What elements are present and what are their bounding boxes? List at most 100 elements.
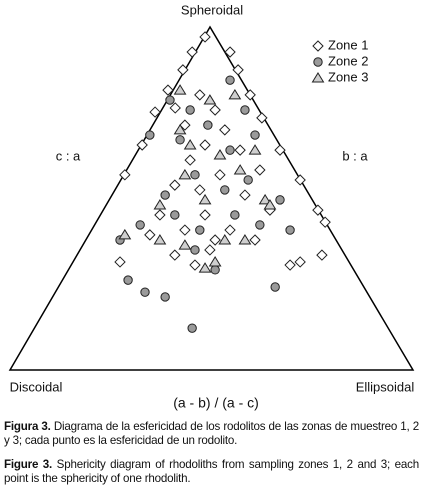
diamond-point — [316, 249, 328, 261]
diamond-point — [114, 256, 126, 268]
circle-point — [230, 210, 240, 220]
triangle-point — [118, 228, 132, 240]
triangle-point — [218, 234, 232, 245]
circle-point — [190, 245, 200, 255]
triangle-point — [173, 123, 187, 135]
circle-point — [275, 195, 285, 205]
diamond-point — [189, 259, 201, 271]
diamond-point — [179, 119, 191, 131]
left-label: c : a — [56, 148, 81, 163]
diamond-point — [312, 40, 324, 52]
circle-point — [243, 175, 253, 185]
diamond-point — [119, 169, 131, 181]
circle-point — [285, 225, 295, 235]
triangle-point — [153, 234, 167, 245]
diamond-point — [209, 234, 221, 246]
circle-point — [240, 105, 250, 115]
triangle-point — [153, 199, 167, 210]
diamond-point — [294, 256, 306, 268]
diamond-point — [169, 249, 181, 261]
triangle-point — [183, 139, 197, 150]
circle-point — [187, 323, 197, 333]
diamond-point — [179, 224, 191, 236]
circle-point — [165, 95, 175, 105]
diamond-point — [254, 164, 266, 176]
triangle-point — [233, 164, 247, 175]
triangle-point — [263, 199, 277, 210]
triangle-point — [258, 193, 272, 205]
right-label: b : a — [342, 148, 368, 163]
triangle-point — [248, 144, 262, 155]
diamond-point — [169, 179, 181, 191]
triangle-point — [228, 88, 242, 100]
circle-point — [123, 275, 133, 285]
diamond-point — [284, 259, 296, 271]
triangle-frame — [8, 25, 415, 371]
circle-point — [225, 145, 235, 155]
caption-label: Figure 3. — [4, 458, 53, 471]
diamond-point — [234, 144, 246, 156]
triangle-point — [238, 234, 252, 245]
chart: Spheroidal c : a b : a Discoidal Ellipso… — [8, 2, 415, 411]
legend-label: Zone 2 — [328, 53, 368, 68]
triangle-point — [198, 262, 212, 273]
circle-point — [160, 190, 170, 200]
caption-text: Diagrama de la esfericidad de los rodoli… — [4, 420, 419, 447]
triangle-point — [198, 193, 212, 205]
caption-text: Sphericity diagram of rhodoliths from sa… — [4, 458, 419, 485]
diamond-point — [219, 124, 231, 136]
diamond-point — [136, 139, 148, 151]
caption-es: Figura 3. Diagrama de la esfericidad de … — [4, 420, 419, 448]
triangle-point — [173, 84, 187, 95]
diamond-point — [194, 89, 206, 101]
diamond-point — [184, 154, 196, 166]
circle-point — [190, 170, 200, 180]
circle-point — [170, 210, 180, 220]
diamond-point — [199, 31, 211, 43]
diamond-point — [204, 244, 216, 256]
legend-label: Zone 3 — [328, 69, 368, 84]
diamond-point — [169, 102, 181, 114]
diamond-point — [209, 104, 221, 116]
diamond-point — [239, 189, 251, 201]
diamond-point — [232, 64, 244, 76]
circle-point — [210, 265, 220, 275]
legend-label: Zone 1 — [328, 37, 368, 52]
diamond-point — [186, 46, 198, 58]
diamond-point — [177, 64, 189, 76]
circle-point — [185, 105, 195, 115]
diamond-point — [256, 112, 268, 124]
diamond-point — [149, 106, 161, 118]
circle-point — [145, 130, 155, 140]
circle-point — [203, 120, 213, 130]
diamond-point — [224, 224, 236, 236]
circle-point — [255, 220, 265, 230]
circle-point — [175, 135, 185, 145]
diamond-point — [319, 216, 331, 228]
diamond-point — [214, 169, 226, 181]
triangle-point — [213, 148, 227, 160]
corner-label: Ellipsoidal — [356, 379, 415, 394]
triangle-point — [178, 168, 192, 180]
caption-label: Figura 3. — [4, 420, 51, 433]
diamond-point — [162, 84, 174, 96]
circle-point — [225, 75, 235, 85]
triangle-point — [311, 72, 325, 83]
triangle-point — [208, 255, 222, 267]
diamond-point — [244, 89, 256, 101]
circle-point — [195, 225, 205, 235]
diamond-point — [199, 209, 211, 221]
corner-label: Discoidal — [10, 379, 63, 394]
diamond-point — [144, 229, 156, 241]
triangle-point — [203, 94, 217, 105]
caption-en: Figure 3. Sphericity diagram of rhodolit… — [4, 458, 419, 486]
x-axis-label: (a - b) / (a - c) — [173, 395, 259, 411]
circle-point — [313, 57, 323, 67]
circle-point — [270, 282, 280, 292]
triangle-point — [178, 239, 192, 250]
circle-point — [135, 220, 145, 230]
diamond-point — [224, 46, 236, 58]
diamond-point — [294, 174, 306, 186]
circle-point — [250, 130, 260, 140]
